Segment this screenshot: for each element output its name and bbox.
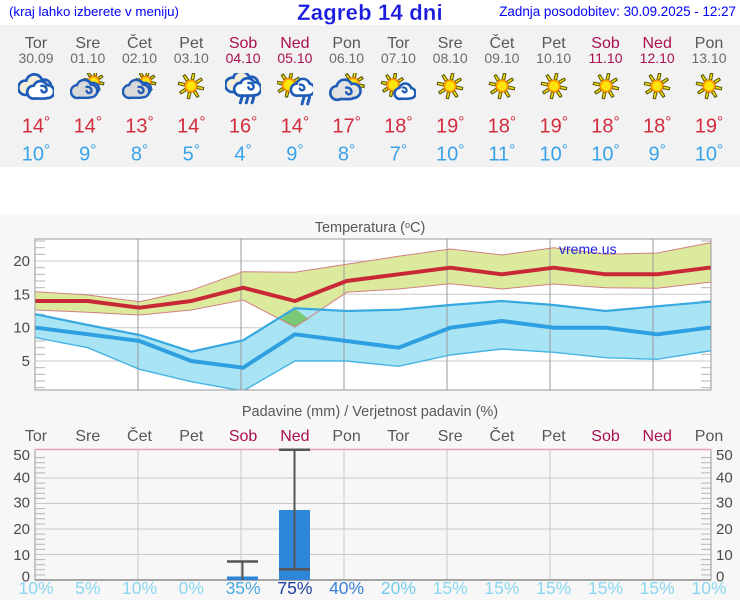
svg-text:10: 10	[13, 320, 30, 337]
svg-text:40: 40	[13, 470, 30, 487]
svg-text:0: 0	[22, 569, 30, 586]
svg-text:0: 0	[716, 569, 724, 586]
svg-text:10: 10	[13, 547, 30, 564]
svg-text:20: 20	[716, 521, 733, 538]
svg-text:30: 30	[716, 495, 733, 512]
svg-text:15: 15	[13, 286, 30, 303]
svg-text:5: 5	[22, 353, 30, 370]
svg-text:40: 40	[716, 470, 733, 487]
svg-text:50: 50	[13, 447, 30, 464]
svg-text:10: 10	[716, 547, 733, 564]
svg-text:vreme.us: vreme.us	[559, 241, 617, 257]
svg-text:20: 20	[13, 253, 30, 270]
svg-text:20: 20	[13, 521, 30, 538]
svg-text:30: 30	[13, 495, 30, 512]
svg-text:50: 50	[716, 447, 733, 464]
